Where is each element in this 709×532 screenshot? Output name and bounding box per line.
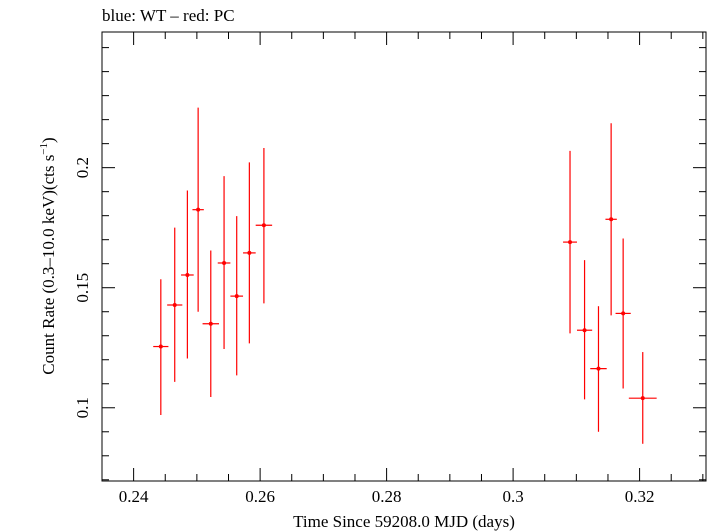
x-tick-label: 0.24 [119, 487, 149, 506]
y-tick-label: 0.15 [73, 273, 92, 303]
plot-frame [101, 31, 707, 482]
point-marker [158, 344, 163, 349]
data-point [181, 190, 194, 359]
data-point [192, 107, 204, 312]
data-point [243, 162, 256, 344]
x-tick-label: 0.3 [502, 487, 523, 506]
x-tick-label: 0.26 [245, 487, 275, 506]
data-point [255, 147, 273, 304]
data-point [615, 238, 631, 389]
data-point [217, 176, 231, 349]
data-point [628, 352, 657, 444]
pc-data-points [153, 107, 657, 444]
y-axis-tick-labels: 0.1 0.15 0.2 [73, 157, 92, 418]
point-marker [185, 272, 190, 277]
point-marker [261, 223, 266, 228]
point-marker [222, 260, 227, 265]
x-tick-label: 0.32 [625, 487, 655, 506]
point-marker [234, 294, 239, 299]
point-marker [596, 366, 601, 371]
point-marker [196, 207, 201, 212]
data-point [576, 260, 593, 400]
point-marker [621, 311, 626, 316]
point-marker [568, 240, 573, 245]
data-point [202, 250, 220, 397]
data-point [590, 306, 607, 432]
y-axis-label-main: Count Rate (0.3–10.0 keV)(cts s [39, 155, 58, 375]
point-marker [582, 328, 587, 333]
y-tick-label: 0.1 [73, 397, 92, 418]
y-axis-label-close: ) [39, 137, 58, 143]
y-axis-label-superscript: −1 [38, 143, 50, 155]
point-marker [172, 303, 177, 308]
data-point [230, 216, 244, 376]
y-tick-label: 0.2 [73, 157, 92, 178]
data-point [605, 123, 617, 316]
x-tick-label: 0.28 [372, 487, 402, 506]
x-axis-label: Time Since 59208.0 MJD (days) [293, 512, 515, 531]
point-marker [609, 217, 614, 222]
y-axis-ticks [102, 47, 706, 481]
point-marker [640, 396, 645, 401]
x-axis-ticks [101, 32, 704, 481]
data-point [563, 150, 577, 334]
point-marker [247, 250, 252, 255]
chart-title: blue: WT – red: PC [102, 6, 235, 25]
x-axis-tick-labels: 0.24 0.26 0.28 0.3 0.32 [119, 487, 655, 506]
data-point [167, 227, 183, 382]
point-marker [208, 321, 213, 326]
y-axis-label: Count Rate (0.3–10.0 keV)(cts s−1) [38, 137, 58, 374]
data-point [153, 279, 169, 415]
